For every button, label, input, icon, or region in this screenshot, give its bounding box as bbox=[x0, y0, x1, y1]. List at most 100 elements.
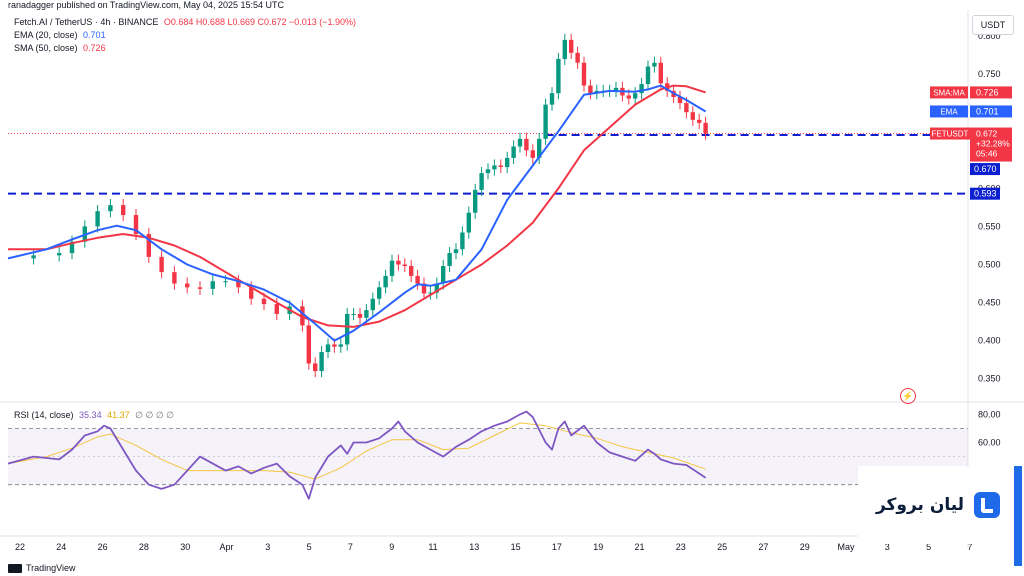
candle-body bbox=[313, 363, 318, 372]
symbol-price-name: FETUSDT bbox=[932, 130, 969, 139]
candle-body bbox=[690, 112, 695, 120]
candle-body bbox=[69, 241, 75, 254]
candle-body bbox=[146, 234, 151, 257]
candle-body bbox=[306, 325, 311, 364]
candle-body bbox=[473, 189, 478, 213]
candle-body bbox=[613, 87, 619, 91]
legend-symbol[interactable]: Fetch.AI / TetherUS · 4h · BINANCE bbox=[14, 17, 159, 27]
candle-body bbox=[524, 138, 529, 151]
sma-price-tag-value: 0.726 bbox=[976, 87, 999, 97]
candle-body bbox=[415, 275, 420, 284]
currency-button[interactable]: USDT bbox=[972, 15, 1014, 35]
publisher-line: ranadagger published on TradingView.com,… bbox=[8, 0, 285, 10]
candle-body bbox=[389, 260, 395, 276]
candle-body bbox=[210, 281, 215, 289]
watermark-box: لیان بروکر bbox=[858, 466, 1018, 544]
legend-sma-row[interactable]: SMA (50, close) 0.726 bbox=[14, 43, 106, 53]
footer-brand[interactable]: TradingView bbox=[26, 563, 76, 573]
ema-price-tag-box bbox=[970, 105, 1012, 118]
candle-body bbox=[677, 96, 683, 104]
price-tick-label: 0.400 bbox=[978, 336, 1001, 346]
candle-body bbox=[133, 215, 139, 235]
time-tick-label: 17 bbox=[552, 542, 562, 552]
candle-body bbox=[402, 264, 407, 267]
candle-body bbox=[569, 39, 574, 53]
candle-body bbox=[684, 103, 689, 113]
price-tick-label: 0.450 bbox=[978, 298, 1001, 308]
sma-price-tag-name: SMA:MA bbox=[933, 88, 965, 97]
candle-body bbox=[236, 281, 241, 288]
legend-rsi-ma-value: 41.37 bbox=[107, 410, 130, 420]
candle-body bbox=[31, 255, 36, 259]
time-tick-label: 24 bbox=[56, 542, 66, 552]
rsi-line bbox=[7, 410, 707, 500]
sma50-line bbox=[8, 84, 706, 328]
legend-rsi-value: 35.34 bbox=[79, 410, 102, 420]
level-price-value: 0.593 bbox=[974, 189, 997, 199]
candle-body bbox=[575, 52, 580, 63]
legend-rsi-extra: ∅ ∅ ∅ ∅ bbox=[135, 410, 175, 420]
candle-body bbox=[197, 287, 203, 289]
candle-body bbox=[383, 275, 388, 288]
symbol-price-line: 05:46 bbox=[976, 149, 998, 159]
time-tick-label: 30 bbox=[180, 542, 190, 552]
time-tick-label: 11 bbox=[428, 542, 437, 552]
candle-body bbox=[370, 298, 375, 311]
candle-body bbox=[479, 173, 484, 190]
sma-price-tag-box bbox=[970, 86, 1012, 99]
candle-body bbox=[697, 119, 702, 123]
footer: TradingView bbox=[8, 563, 76, 573]
legend-rsi-row[interactable]: RSI (14, close) 35.34 41.37 ∅ ∅ ∅ ∅ bbox=[14, 410, 174, 421]
rsi-tick-label: 60.00 bbox=[978, 438, 1001, 448]
watermark-text: لیان بروکر bbox=[875, 495, 965, 515]
price-tick-label: 0.800 bbox=[978, 31, 1001, 41]
candle-body bbox=[447, 253, 452, 267]
candle-body bbox=[658, 62, 663, 84]
ema20-line bbox=[7, 84, 707, 342]
ema-price-tag-name: EMA bbox=[940, 107, 958, 116]
candle-body bbox=[581, 62, 587, 86]
candle-body bbox=[485, 169, 491, 174]
time-tick-label: 25 bbox=[717, 542, 727, 552]
candle-body bbox=[396, 260, 401, 265]
candle-body bbox=[549, 93, 555, 105]
candle-body bbox=[530, 150, 535, 158]
candle-body bbox=[159, 256, 164, 273]
candle-body bbox=[345, 313, 350, 345]
symbol-price-line: 0.672 bbox=[976, 129, 998, 139]
level-price-value: 0.670 bbox=[974, 164, 997, 174]
rsi-tick-label: 80.00 bbox=[978, 409, 1001, 419]
price-tick-label: 0.750 bbox=[978, 69, 1001, 79]
candle-body bbox=[223, 281, 228, 283]
candle-body bbox=[562, 39, 567, 59]
time-tick-label: 27 bbox=[758, 542, 768, 552]
time-tick-label: 3 bbox=[885, 542, 890, 552]
alert-bolt-icon[interactable]: ⚡ bbox=[900, 388, 916, 404]
sma-price-tag-name-box bbox=[930, 86, 968, 99]
candle-body bbox=[319, 352, 324, 372]
candle-body bbox=[498, 165, 503, 168]
candle-body bbox=[505, 157, 510, 168]
candle-body bbox=[434, 283, 439, 293]
candle-body bbox=[351, 313, 356, 315]
ema-price-tag-value: 0.701 bbox=[976, 106, 999, 116]
candle-body bbox=[466, 212, 471, 233]
candle-body bbox=[108, 205, 113, 212]
level-price-box bbox=[970, 163, 1000, 176]
candle-body bbox=[511, 146, 516, 158]
candle-body bbox=[338, 344, 343, 347]
time-tick-label: 29 bbox=[800, 542, 810, 552]
price-tick-label: 0.350 bbox=[978, 374, 1001, 384]
legend-ohlc: O0.684 H0.688 L0.669 C0.672 −0.013 (−1.9… bbox=[163, 17, 357, 27]
candle-body bbox=[645, 66, 651, 85]
time-tick-label: 5 bbox=[926, 542, 931, 552]
legend-ema-row[interactable]: EMA (20, close) 0.701 bbox=[14, 30, 106, 40]
candle-body bbox=[95, 211, 100, 227]
symbol-price-line: +32.28% bbox=[976, 139, 1010, 149]
legend-sma-value: 0.726 bbox=[83, 43, 106, 53]
candle-body bbox=[325, 344, 331, 353]
candle-body bbox=[357, 313, 363, 318]
candle-body bbox=[377, 287, 382, 299]
candle-body bbox=[588, 85, 593, 94]
